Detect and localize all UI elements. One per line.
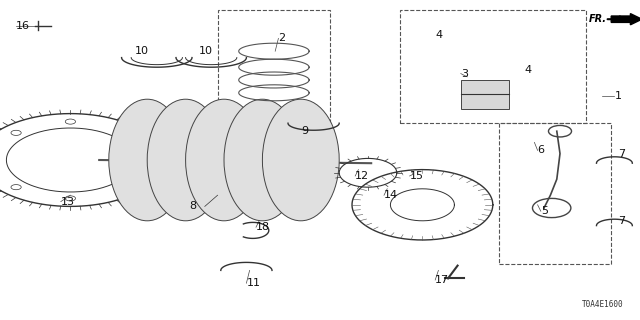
Text: 4: 4 (525, 65, 532, 76)
Ellipse shape (186, 99, 262, 221)
Ellipse shape (109, 99, 186, 221)
Text: 12: 12 (355, 171, 369, 181)
Text: 9: 9 (301, 126, 308, 136)
Text: 11: 11 (246, 278, 260, 288)
Text: 4: 4 (435, 30, 442, 40)
Text: 3: 3 (461, 68, 468, 79)
FancyArrow shape (611, 14, 640, 25)
Text: 7: 7 (618, 148, 625, 159)
Text: 10: 10 (134, 46, 148, 56)
Text: 6: 6 (538, 145, 545, 156)
Text: 15: 15 (410, 171, 424, 181)
Bar (461, 80, 509, 109)
Ellipse shape (147, 99, 224, 221)
Bar (400, 10, 586, 123)
Text: 1: 1 (614, 91, 621, 101)
Text: 10: 10 (198, 46, 212, 56)
Text: 2: 2 (278, 33, 285, 44)
Text: 16: 16 (16, 20, 30, 31)
Text: 5: 5 (541, 206, 548, 216)
Ellipse shape (262, 99, 339, 221)
Text: 8: 8 (189, 201, 196, 212)
Text: 13: 13 (61, 196, 75, 207)
Bar (218, 10, 330, 123)
Bar (499, 123, 611, 264)
Text: 14: 14 (384, 190, 398, 200)
Text: 7: 7 (618, 216, 625, 226)
Ellipse shape (224, 99, 301, 221)
Text: T0A4E1600: T0A4E1600 (582, 300, 624, 309)
Text: 18: 18 (256, 222, 270, 232)
Text: FR.: FR. (589, 14, 607, 24)
Text: 17: 17 (435, 275, 449, 285)
